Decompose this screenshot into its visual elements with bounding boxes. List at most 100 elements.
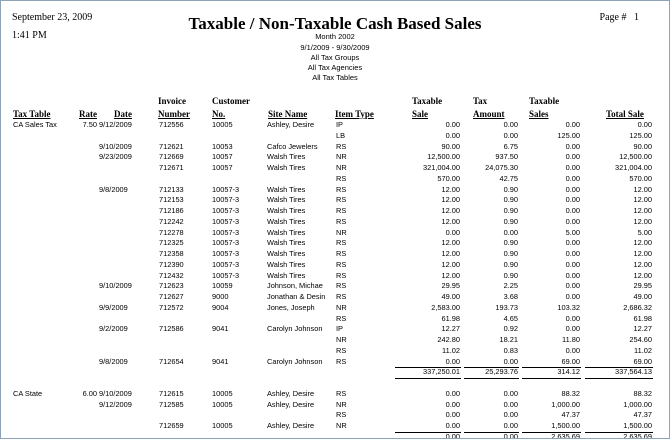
cell-taxable-sales: 0.00 [565, 345, 580, 355]
cell-tax-amount: 0.00 [503, 356, 518, 366]
cell-date: 9/12/2009 [99, 120, 132, 129]
table-row: 9/10/2009 712621 10053 Cafco Jewelers RS 90.0… [1, 142, 669, 153]
table-row: CA Sales Tax 7.50 9/12/2009 712556 10005 Ashl… [1, 120, 669, 131]
cell-customer: 10057-3 [212, 259, 240, 269]
cell-total-sale: 0.00 [637, 120, 652, 129]
cell-customer: 10057-3 [212, 216, 240, 226]
cell-taxable-sales: 0.00 [565, 259, 580, 269]
cell-total-sale: 1,500.00 [623, 421, 652, 430]
cell-tax-amount: 0.90 [503, 184, 518, 194]
report-date: September 23, 2009 [12, 12, 93, 23]
cell-invoice: 712325 [159, 238, 184, 248]
cell-item-type: RS [336, 216, 347, 226]
cell-tax-amount: 0.00 [503, 120, 518, 129]
cell-invoice: 712432 [159, 270, 184, 280]
col-tax-amount-line1: Tax [473, 96, 488, 106]
cell-customer: 10057-3 [212, 195, 240, 205]
col-tax-table: Tax Table [13, 109, 51, 119]
cell-customer: 10057-3 [212, 184, 240, 194]
cell-taxable-sale: 0.00 [445, 388, 460, 398]
cell-invoice: 712585 [159, 399, 184, 409]
cell-invoice: 712671 [159, 163, 184, 172]
cell-taxable-sale: 0.00 [445, 120, 460, 129]
cell-taxable-sales: 314.12 [557, 367, 580, 377]
cell-total-sale: 125.00 [629, 130, 652, 140]
cell-tax-amount: 42.75 [499, 173, 519, 183]
cell-item-type: NR [336, 335, 347, 344]
table-row: 9/12/2009 712585 10005 Ashley, Desire NR 0.00… [1, 400, 669, 411]
table-row: 9/2/2009 712586 9041 Carolyn Johnson IP 12.27… [1, 324, 669, 335]
cell-date: 9/10/2009 [99, 281, 132, 291]
page-value: 1 [634, 12, 639, 23]
col-taxable-sale-line1: Taxable [412, 96, 443, 106]
cell-taxable-sale: 49.00 [441, 292, 461, 301]
cell-item-type: NR [336, 227, 347, 237]
cell-invoice: 712133 [159, 184, 184, 194]
cell-taxable-sale: 337,250.01 [423, 367, 460, 377]
table-row: 712659 10005 Ashley, Desire NR 0.00 0.00 1,500… [1, 421, 669, 432]
cell-taxable-sale: 12.00 [441, 259, 461, 269]
cell-site-name: Walsh Tires [267, 195, 306, 205]
cell-tax-amount: 25,293.76 [485, 367, 518, 377]
cell-taxable-sale: 90.00 [441, 141, 461, 151]
cell-site-name: Ashley, Desire [267, 399, 315, 409]
table-row: 712432 10057-3 Walsh Tires RS 12.00 0.90 0.00 1… [1, 271, 669, 282]
page-label: Page # [599, 12, 627, 23]
cell-invoice: 712659 [159, 421, 184, 430]
cell-invoice: 712556 [159, 120, 184, 129]
cell-site-name: Walsh Tires [267, 184, 306, 194]
cell-invoice: 712621 [159, 141, 184, 151]
cell-item-type: RS [336, 238, 347, 248]
col-site-name: Site Name [268, 109, 308, 119]
cell-item-type: RS [336, 206, 347, 215]
cell-total-sale: 12.00 [633, 238, 653, 248]
cell-site-name: Jones, Joseph [267, 302, 315, 312]
cell-taxable-sale: 11.02 [442, 345, 460, 355]
cell-item-type: RS [336, 249, 347, 258]
cell-site-name: Walsh Tires [267, 216, 306, 226]
cell-invoice: 712627 [159, 292, 184, 301]
cell-taxable-sale: 570.00 [437, 173, 460, 183]
cell-taxable-sales: 103.32 [557, 302, 580, 312]
cell-site-name: Ashley, Desire [267, 120, 315, 129]
cell-total-sale: 2,635.69 [623, 431, 652, 439]
filter-tax-groups: All Tax Groups [310, 53, 360, 62]
cell-site-name: Ashley, Desire [267, 388, 315, 398]
cell-taxable-sales: 0.00 [565, 195, 580, 205]
col-date: Date [114, 109, 132, 119]
subtotal-rule [522, 431, 581, 433]
cell-customer: 10053 [212, 141, 233, 151]
cell-customer: 10005 [212, 388, 233, 398]
col-tax-amount: Tax Amount [473, 95, 505, 121]
cell-item-type: RS [336, 141, 347, 151]
cell-item-type: RS [336, 292, 347, 301]
cell-taxable-sales: 0.00 [565, 281, 580, 291]
cell-site-name: Johnson, Michae [267, 281, 323, 291]
subtotal-rule [585, 431, 653, 433]
cell-item-type: NR [336, 163, 347, 172]
cell-item-type: NR [336, 152, 347, 162]
cell-customer: 10057 [212, 163, 233, 172]
cell-invoice: 712669 [159, 152, 184, 162]
table-row: RS 11.02 0.83 0.00 11.02 [1, 346, 669, 357]
subtotal-row: 337,250.01 25,293.76 314.12 337,564.13 [1, 367, 669, 378]
cell-item-type: IP [336, 324, 343, 334]
report-time: 1:41 PM [12, 30, 47, 41]
cell-tax-amount: 0.90 [503, 206, 518, 215]
table-row: 712278 10057-3 Walsh Tires NR 0.00 0.00 5.00 5.… [1, 228, 669, 239]
cell-tax-amount: 193.73 [495, 302, 518, 312]
cell-customer: 9004 [212, 302, 229, 312]
table-row: CA State 6.00 9/10/2009 712615 10005 Ashley, … [1, 389, 669, 400]
cell-taxable-sales: 0.00 [565, 184, 580, 194]
table-row: 712390 10057-3 Walsh Tires RS 12.00 0.90 0.00 1… [1, 260, 669, 271]
cell-site-name: Walsh Tires [267, 259, 306, 269]
cell-total-sale: 12.00 [633, 270, 653, 280]
cell-site-name: Carolyn Johnson [267, 324, 323, 334]
cell-tax-amount: 24,075.30 [485, 163, 518, 172]
col-invoice-line2: Number [158, 109, 190, 119]
cell-item-type: RS [336, 259, 347, 269]
subtotal-row: 0.00 0.00 2,635.69 2,635.69 [1, 431, 669, 439]
cell-invoice: 712572 [159, 302, 184, 312]
cell-taxable-sales: 0.00 [565, 249, 580, 258]
cell-taxable-sales: 0.00 [565, 163, 580, 172]
